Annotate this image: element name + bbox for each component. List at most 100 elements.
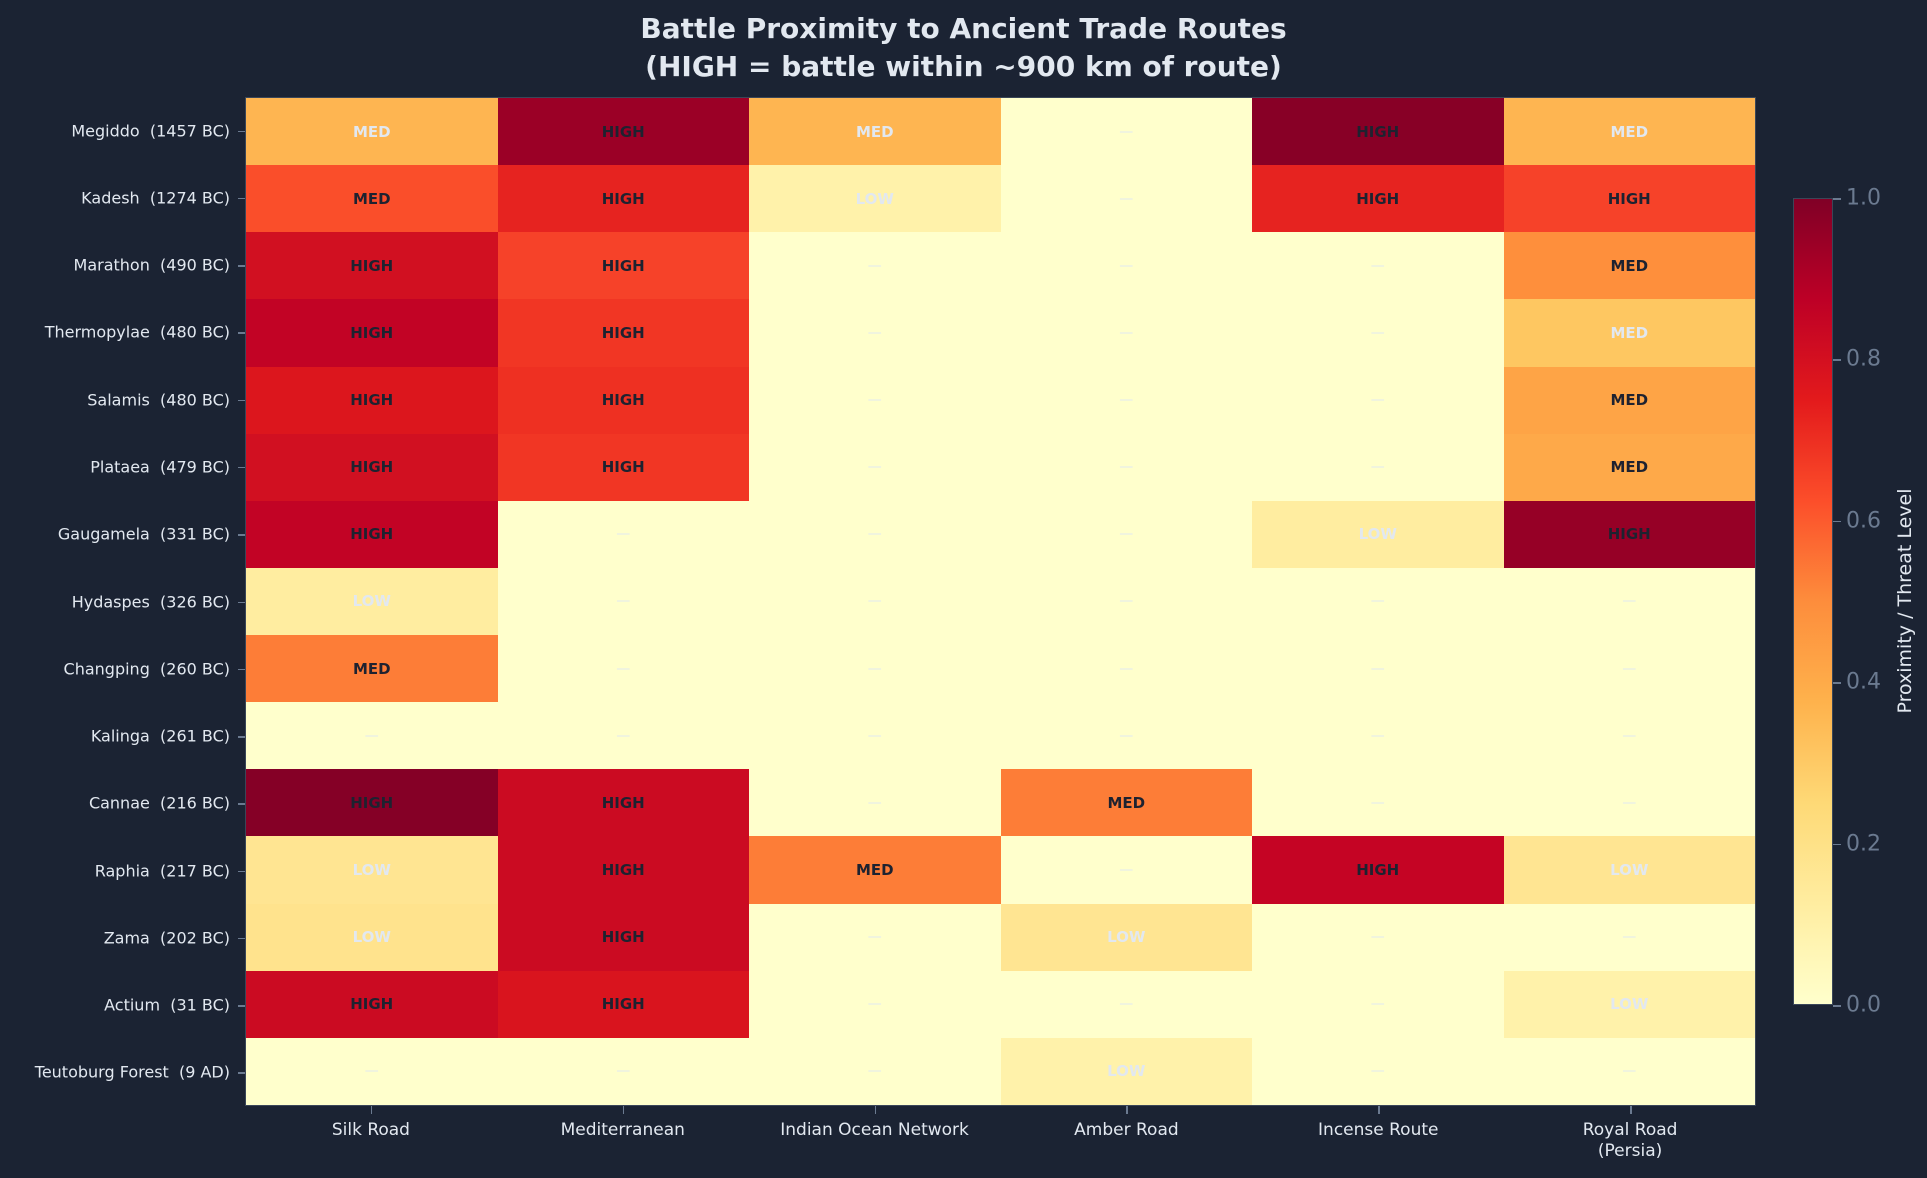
heatmap-cell: HIGH	[246, 500, 498, 568]
heatmap-cell: MED	[246, 165, 498, 233]
heatmap-cell: HIGH	[497, 366, 749, 434]
heatmap-cell: MED	[749, 836, 1001, 904]
heatmap-cell: HIGH	[497, 769, 749, 837]
heatmap-cell: HIGH	[497, 970, 749, 1038]
heatmap-cell: MED	[246, 98, 498, 166]
heatmap-cell: —	[749, 702, 1001, 770]
heatmap-cell: HIGH	[1252, 165, 1504, 233]
y-axis-label: Kadesh (1274 BC)	[81, 188, 230, 208]
colorbar-tick	[1833, 359, 1841, 361]
heatmap-cell: —	[497, 1037, 749, 1105]
heatmap-cell: LOW	[1000, 903, 1252, 971]
heatmap-cell: —	[749, 366, 1001, 434]
heatmap-cell: —	[749, 299, 1001, 367]
heatmap-cell: —	[246, 702, 498, 770]
y-axis-tick	[238, 265, 245, 267]
heatmap-cell: —	[1000, 567, 1252, 636]
chart-title-line2: (HIGH = battle within ~900 km of route)	[645, 50, 1282, 83]
heatmap-cell: LOW	[749, 165, 1001, 233]
heatmap-cell: HIGH	[1252, 836, 1504, 904]
heatmap-cell: MED	[1503, 366, 1755, 434]
heatmap-cell: HIGH	[497, 836, 749, 904]
heatmap-cell: —	[1252, 299, 1504, 367]
heatmap-cell: —	[497, 500, 749, 568]
heatmap-cell: MED	[1503, 232, 1755, 300]
y-axis-tick	[238, 668, 245, 671]
y-axis-tick	[238, 130, 245, 133]
heatmap-cell: —	[1000, 366, 1252, 434]
heatmap-cell: —	[1503, 1037, 1755, 1105]
heatmap-cell: —	[1000, 970, 1252, 1038]
heatmap-cell: HIGH	[1252, 98, 1504, 166]
y-axis-label: Cannae (216 BC)	[88, 793, 230, 813]
heatmap-cell: HIGH	[1503, 165, 1755, 233]
colorbar-tick-label: 0.2	[1846, 831, 1881, 857]
x-axis-tick	[1630, 1106, 1632, 1114]
colorbar-tick-label: 1.0	[1846, 185, 1881, 211]
x-axis-tick	[874, 1106, 877, 1114]
heatmap-cell: HIGH	[246, 232, 498, 300]
x-axis-label: Incense Route	[1318, 1120, 1439, 1140]
heatmap-cell: HIGH	[246, 970, 498, 1038]
heatmap-cell: HIGH	[246, 299, 498, 367]
heatmap-cell: —	[749, 433, 1001, 501]
y-axis-tick	[238, 803, 245, 805]
y-axis-tick	[238, 466, 245, 469]
y-axis-label: Zama (202 BC)	[103, 928, 230, 948]
heatmap-cell: HIGH	[497, 232, 749, 300]
heatmap-cell: —	[1000, 702, 1252, 770]
colorbar-label: Proximity / Threat Level	[1894, 488, 1916, 714]
y-axis-tick	[238, 736, 245, 738]
heatmap-cell: —	[1000, 165, 1252, 233]
y-axis-tick	[238, 332, 245, 334]
heatmap-cell: MED	[749, 98, 1001, 166]
y-axis-label: Hydaspes (326 BC)	[71, 592, 230, 611]
y-axis-tick	[238, 1072, 245, 1074]
colorbar-tick	[1833, 1005, 1841, 1007]
y-axis-tick	[238, 1005, 245, 1007]
heatmap-cell: —	[749, 1037, 1001, 1105]
x-axis-tick	[622, 1106, 625, 1114]
heatmap-cell: HIGH	[497, 903, 749, 971]
heatmap-cell: —	[246, 1037, 498, 1105]
heatmap-cell: —	[1000, 635, 1252, 703]
heatmap-cell: MED	[1503, 299, 1755, 367]
heatmap-cell: —	[1252, 232, 1504, 300]
y-axis-tick	[238, 601, 245, 603]
heatmap-cell: —	[749, 970, 1001, 1038]
colorbar-tick-label: 0.8	[1846, 346, 1881, 372]
heatmap-cell: MED	[1503, 98, 1755, 166]
heatmap-cell: HIGH	[497, 299, 749, 367]
heatmap-grid: MED HIGH MED — HIGH MED MED HIGH LOW — HIGH HIGH HIG…	[246, 98, 1755, 1105]
x-axis-label: Silk Road	[331, 1120, 410, 1140]
y-axis-label: Raphia (217 BC)	[94, 861, 230, 881]
y-axis-label: Salamis (480 BC)	[87, 390, 230, 410]
heatmap-cell: MED	[1000, 769, 1252, 837]
heatmap-cell: HIGH	[246, 433, 498, 501]
heatmap-cell: MED	[1503, 433, 1755, 501]
heatmap-cell: —	[1252, 567, 1504, 636]
heatmap-cell: —	[1000, 299, 1252, 367]
heatmap-cell: —	[1503, 769, 1755, 837]
y-axis-tick	[238, 399, 245, 402]
y-axis-label: Marathon (490 BC)	[73, 255, 230, 275]
heatmap-cell: HIGH	[1503, 500, 1755, 568]
heatmap-cell: —	[497, 567, 749, 636]
heatmap-cell: —	[749, 500, 1001, 568]
y-axis-label: Thermopylae (480 BC)	[44, 322, 230, 342]
heatmap-cell: LOW	[1000, 1037, 1252, 1105]
heatmap-cell: HIGH	[246, 769, 498, 837]
heatmap-cell: —	[1000, 232, 1252, 300]
x-axis-label: Mediterranean	[560, 1120, 685, 1140]
y-axis-label: Megiddo (1457 BC)	[71, 121, 230, 141]
colorbar-tick	[1833, 682, 1841, 684]
heatmap-cell: HIGH	[497, 165, 749, 233]
y-axis-tick	[238, 870, 245, 873]
heatmap-cell: —	[1252, 433, 1504, 501]
colorbar	[1793, 198, 1833, 1005]
x-axis-label: Indian Ocean Network	[780, 1120, 969, 1140]
heatmap-cell: —	[1503, 567, 1755, 636]
heatmap-cell: LOW	[246, 903, 498, 971]
heatmap-cell: —	[749, 567, 1001, 636]
colorbar-tick	[1833, 520, 1841, 523]
